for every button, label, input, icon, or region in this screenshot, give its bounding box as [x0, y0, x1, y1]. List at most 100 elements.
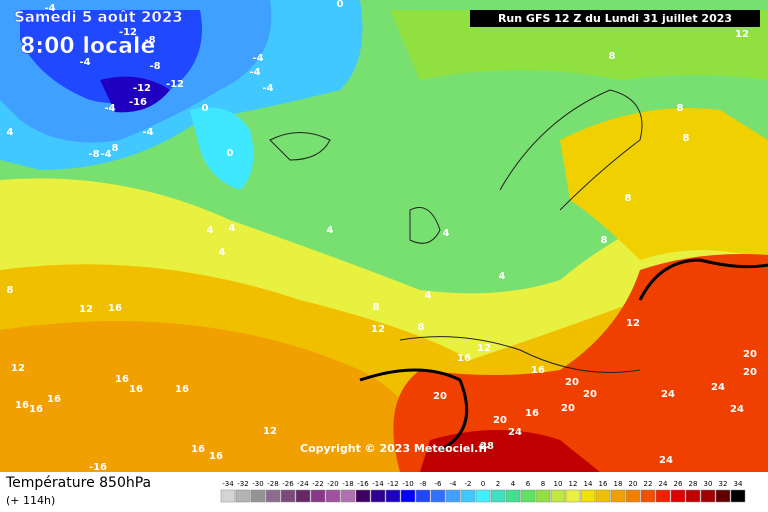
contour-label: 28 [480, 441, 494, 452]
contour-label: 16 [129, 384, 143, 395]
legend-swatch [625, 489, 641, 503]
legend-label: 10 [554, 480, 563, 488]
contour-label: 20 [565, 377, 579, 388]
contour-label: 4 [327, 225, 334, 236]
legend-label: 14 [584, 480, 593, 488]
legend-label: 0 [481, 480, 485, 488]
contour-label: 24 [508, 427, 522, 438]
legend-label: -12 [387, 480, 398, 488]
contour-label: -8 [144, 35, 155, 46]
contour-label: 24 [659, 455, 673, 466]
legend-swatch [235, 489, 251, 503]
legend-label: -8 [420, 480, 427, 488]
legend-swatch [505, 489, 521, 503]
legend-swatch [280, 489, 296, 503]
contour-label: 8 [683, 133, 690, 144]
legend-swatch [655, 489, 671, 503]
contour-label: 4 [499, 271, 506, 282]
contour-label: 4 [7, 127, 14, 138]
legend-swatch [640, 489, 656, 503]
legend-swatch [445, 489, 461, 503]
contour-label: 0 [337, 0, 344, 10]
legend-label: -16 [357, 480, 369, 488]
legend-swatch [685, 489, 701, 503]
legend-label: 32 [719, 480, 728, 488]
legend-label: -18 [342, 480, 353, 488]
legend-swatch [670, 489, 686, 503]
contour-label: 24 [730, 404, 744, 415]
legend-label: 12 [569, 480, 578, 488]
legend-swatch [550, 489, 566, 503]
legend-swatch [340, 489, 356, 503]
forecast-date: Samedi 5 août 2023 [14, 8, 183, 26]
legend-swatch [295, 489, 311, 503]
legend-swatch [715, 489, 731, 503]
legend-label: 22 [644, 480, 653, 488]
legend-swatch [610, 489, 626, 503]
legend-swatch [460, 489, 476, 503]
contour-label: 12 [477, 343, 491, 354]
contour-label: 20 [433, 391, 447, 402]
contour-label: -4 [249, 67, 260, 78]
contour-label: 16 [15, 400, 29, 411]
contour-label: 16 [108, 303, 122, 314]
contour-label: 8 [609, 51, 616, 62]
legend-swatch [520, 489, 536, 503]
contour-label: 12 [263, 426, 277, 437]
contour-label: -4 [79, 57, 90, 68]
contour-label: 20 [743, 367, 757, 378]
contour-label: 8 [625, 193, 632, 204]
contour-label: 12 [11, 363, 25, 374]
contour-label: -12 [166, 79, 184, 90]
legend-label: 34 [734, 480, 743, 488]
contour-label: 8 [112, 143, 119, 154]
contour-label: 16 [175, 384, 189, 395]
contour-label: 16 [525, 408, 539, 419]
color-legend: -34 -32 -30 -28 -26 -24 -22 -20 -18 -16 -14 -12 -10-… [220, 480, 746, 503]
contour-label: -16 [89, 462, 107, 473]
contour-label: 12 [371, 324, 385, 335]
contour-label: -4 [100, 149, 111, 160]
contour-label: 20 [743, 349, 757, 360]
temperature-field [0, 0, 768, 472]
contour-label: 20 [561, 403, 575, 414]
legend-swatch [400, 489, 416, 503]
legend-swatch [730, 489, 746, 503]
legend-swatch [385, 489, 401, 503]
legend-swatch [475, 489, 491, 503]
legend-label: 16 [599, 480, 608, 488]
legend-swatch [700, 489, 716, 503]
contour-label: 24 [711, 382, 725, 393]
contour-label: 16 [209, 451, 223, 462]
legend-label: 2 [496, 480, 500, 488]
legend-swatch [355, 489, 371, 503]
lead-time: (+ 114h) [6, 494, 55, 507]
legend-swatch [580, 489, 596, 503]
contour-label: 16 [115, 374, 129, 385]
contour-label: -4 [104, 103, 115, 114]
contour-label: -8 [149, 61, 160, 72]
contour-label: 16 [457, 353, 471, 364]
legend-swatch [430, 489, 446, 503]
legend-swatch [220, 489, 236, 503]
legend-label: 26 [674, 480, 683, 488]
contour-label: 24 [661, 389, 675, 400]
contour-label: -4 [252, 53, 263, 64]
contour-label: 4 [443, 228, 450, 239]
contour-label: 16 [47, 394, 61, 405]
legend-label: -20 [327, 480, 338, 488]
legend-swatch [490, 489, 506, 503]
contour-label: -4 [142, 127, 153, 138]
variable-name: Température 850hPa [5, 475, 151, 491]
legend-label: 24 [659, 480, 668, 488]
contour-label: 16 [191, 444, 205, 455]
legend-label: -6 [435, 480, 443, 488]
contour-label: -4 [262, 83, 273, 94]
legend-label: 4 [511, 480, 516, 488]
contour-label: 4 [207, 225, 214, 236]
contour-label: 12 [79, 304, 93, 315]
legend-label: 18 [614, 480, 623, 488]
legend-label: -10 [402, 480, 413, 488]
legend-swatch [325, 489, 341, 503]
legend-label: 30 [704, 480, 713, 488]
